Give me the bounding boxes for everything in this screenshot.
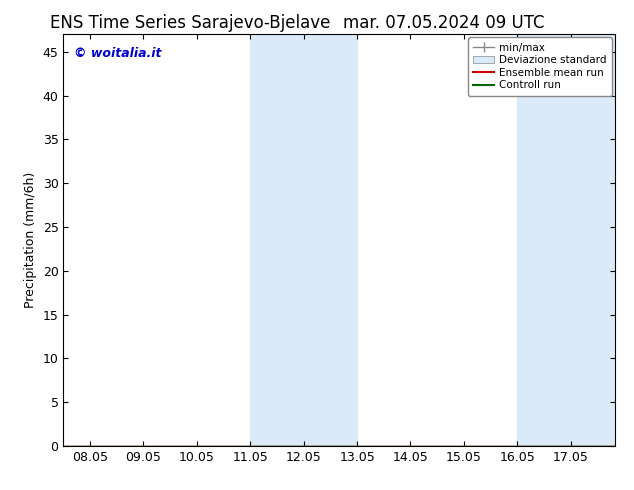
Bar xyxy=(571,34,615,446)
Y-axis label: Precipitation (mm/6h): Precipitation (mm/6h) xyxy=(24,172,37,308)
Legend: min/max, Deviazione standard, Ensemble mean run, Controll run: min/max, Deviazione standard, Ensemble m… xyxy=(468,37,612,96)
Text: ENS Time Series Sarajevo-Bjelave: ENS Time Series Sarajevo-Bjelave xyxy=(50,14,330,32)
Text: © woitalia.it: © woitalia.it xyxy=(74,47,162,60)
Bar xyxy=(250,34,304,446)
Text: mar. 07.05.2024 09 UTC: mar. 07.05.2024 09 UTC xyxy=(343,14,545,32)
Bar xyxy=(517,34,571,446)
Bar xyxy=(304,34,357,446)
